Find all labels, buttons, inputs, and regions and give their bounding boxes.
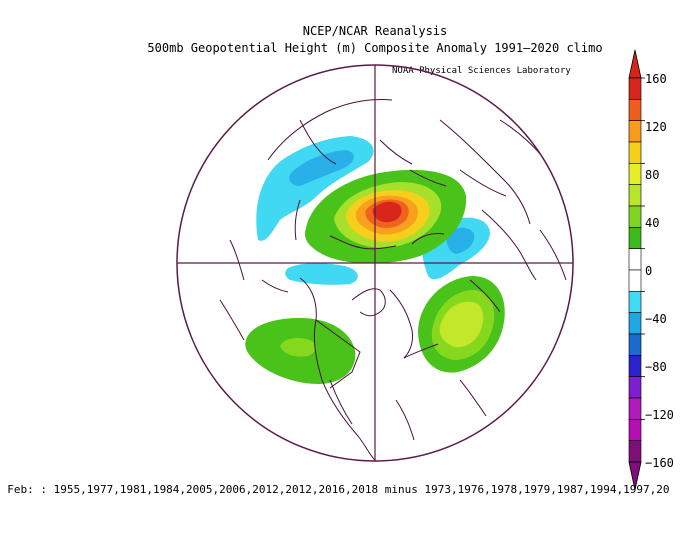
- legend-swatch: [628, 312, 642, 335]
- pacific-contour-40: [280, 338, 316, 357]
- legend-arrow-bottom: [628, 461, 642, 491]
- chart-title: NCEP/NCAR Reanalysis: [302, 24, 448, 38]
- chart-subtitle: 500mb Geopotential Height (m) Composite …: [147, 41, 603, 55]
- legend-arrow-top: [628, 49, 642, 79]
- legend-swatch: [628, 77, 642, 100]
- legend-swatch: [628, 184, 642, 207]
- legend-label-0: 0: [645, 264, 653, 278]
- anomaly-contour-160: [372, 201, 402, 223]
- legend-swatch: [628, 333, 642, 356]
- legend-swatch: [628, 419, 642, 441]
- legend-swatch: [628, 248, 642, 271]
- legend-swatch: [628, 227, 642, 249]
- legend-swatch: [628, 99, 642, 121]
- legend-swatch: [628, 120, 642, 143]
- legend-swatch: [628, 355, 642, 377]
- legend-label-minus-160: −160: [645, 456, 674, 470]
- globe-boundary: [176, 64, 574, 462]
- credit-label: NOAA Physical Sciences Laboratory: [392, 66, 571, 76]
- negative-anomaly-europe-core: [446, 227, 475, 254]
- composite-caption: o Feb: : 1955,1977,1981,1984,2005,2006,2…: [0, 483, 670, 496]
- legend-swatch: [628, 376, 642, 399]
- legend-label-120: 120: [645, 120, 667, 134]
- legend-swatch: [628, 205, 642, 228]
- coastlines: [219, 99, 567, 461]
- legend-swatch: [628, 291, 642, 313]
- legend-swatch: [628, 269, 642, 292]
- legend-label-40: 40: [645, 216, 660, 230]
- legend-swatch: [628, 397, 642, 420]
- legend-swatch: [628, 440, 642, 463]
- atlantic-contour-60: [439, 301, 484, 348]
- legend-label-minus-40: −40: [645, 312, 667, 326]
- legend-label-160: 160: [645, 72, 667, 86]
- legend-swatch: [628, 141, 642, 164]
- legend-label-80: 80: [645, 168, 660, 182]
- negative-anomaly-siberia-core: [289, 150, 354, 186]
- legend-swatch: [628, 163, 642, 185]
- legend-label-minus-120: −120: [645, 408, 674, 422]
- legend-label-minus-80: −80: [645, 360, 667, 374]
- negative-anomaly-canada: [285, 263, 358, 285]
